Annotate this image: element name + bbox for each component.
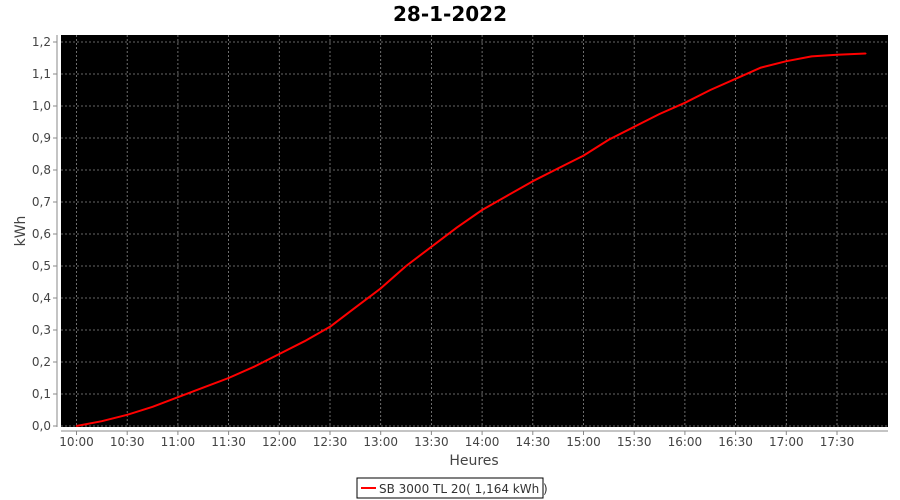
data-point	[177, 396, 179, 399]
data-point	[633, 126, 635, 128]
data-point	[278, 353, 281, 355]
x-tick-label: 16:30	[718, 435, 753, 449]
x-tick-label: 13:00	[363, 435, 398, 449]
series-line	[76, 52, 866, 427]
data-point	[253, 366, 255, 368]
data-point	[506, 194, 509, 197]
data-point	[557, 167, 559, 170]
legend-label: SB 3000 TL 20( 1,164 kWh )	[379, 482, 548, 496]
y-tick-label: 0,0	[32, 419, 51, 433]
y-axis: 0,0 0,1 0,2 0,3 0,4 0,5 0,6 0,7 0,8 0,9 1,0 1,1 1,2	[32, 35, 58, 433]
x-tick-label: 14:00	[465, 435, 500, 449]
data-point	[532, 180, 534, 182]
data-point	[101, 420, 103, 423]
data-point	[202, 386, 205, 389]
data-point	[303, 340, 306, 343]
y-axis-label: kWh	[13, 216, 29, 247]
y-tick-label: 0,2	[32, 355, 51, 369]
chart-title: 28-1-2022	[393, 2, 507, 26]
data-point	[329, 326, 331, 328]
x-tick-label: 17:30	[820, 435, 855, 449]
x-axis-label: Heures	[449, 453, 498, 469]
y-tick-label: 0,4	[32, 291, 51, 305]
grid	[61, 35, 888, 427]
data-point	[864, 52, 867, 55]
data-point	[608, 138, 610, 141]
data-point	[430, 246, 433, 248]
data-point	[405, 265, 407, 267]
data-point	[75, 425, 78, 427]
data-point	[151, 406, 154, 408]
y-tick-label: 0,7	[32, 195, 51, 209]
y-tick-label: 0,5	[32, 259, 51, 273]
x-tick-label: 11:00	[161, 435, 196, 449]
data-point	[810, 55, 813, 58]
y-tick-label: 0,6	[32, 227, 51, 241]
x-tick-label: 12:00	[262, 435, 297, 449]
data-point	[379, 287, 382, 290]
data-point	[734, 78, 737, 80]
x-tick-label: 13:30	[414, 435, 449, 449]
x-tick-label: 15:30	[617, 435, 652, 449]
legend: SB 3000 TL 20( 1,164 kWh )	[356, 477, 548, 499]
data-point	[126, 414, 128, 416]
x-tick-label: 10:30	[110, 435, 145, 449]
plot-area	[61, 35, 888, 427]
legend-box	[356, 477, 544, 499]
data-point	[836, 54, 838, 56]
y-tick-label: 1,2	[32, 35, 51, 49]
data-point	[785, 60, 788, 62]
data-point	[709, 89, 712, 91]
y-tick-label: 0,1	[32, 387, 51, 401]
data-point	[455, 226, 458, 229]
data-point	[227, 377, 230, 379]
data-point	[481, 209, 483, 211]
data-point	[582, 154, 585, 157]
x-tick-label: 16:00	[668, 435, 703, 449]
x-tick-label: 12:30	[313, 435, 348, 449]
x-tick-label: 11:30	[211, 435, 246, 449]
x-tick-label: 14:30	[516, 435, 551, 449]
x-tick-label: 10:00	[59, 435, 94, 449]
x-tick-label: 17:00	[769, 435, 804, 449]
y-tick-label: 1,1	[32, 67, 51, 81]
series-lines	[75, 52, 867, 427]
x-axis: 10:00 10:30 11:00 11:30 12:00 12:30 13:00 13:30…	[59, 430, 888, 449]
y-tick-label: 0,8	[32, 163, 51, 177]
data-point	[354, 306, 357, 309]
data-point	[760, 66, 762, 69]
y-tick-label: 0,3	[32, 323, 51, 337]
y-tick-label: 1,0	[32, 99, 51, 113]
x-tick-label: 15:00	[566, 435, 601, 449]
data-point	[684, 102, 686, 104]
y-tick-label: 0,9	[32, 131, 51, 145]
data-point	[658, 113, 661, 115]
